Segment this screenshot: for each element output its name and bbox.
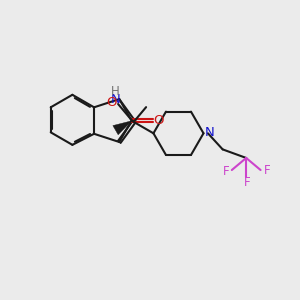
Text: N: N — [205, 126, 214, 139]
Text: O: O — [154, 114, 164, 127]
Text: H: H — [111, 85, 120, 98]
Text: O: O — [106, 96, 117, 109]
Polygon shape — [113, 121, 132, 135]
Text: F: F — [244, 176, 251, 188]
Text: N: N — [111, 93, 121, 106]
Text: F: F — [264, 164, 270, 177]
Text: F: F — [223, 165, 230, 178]
